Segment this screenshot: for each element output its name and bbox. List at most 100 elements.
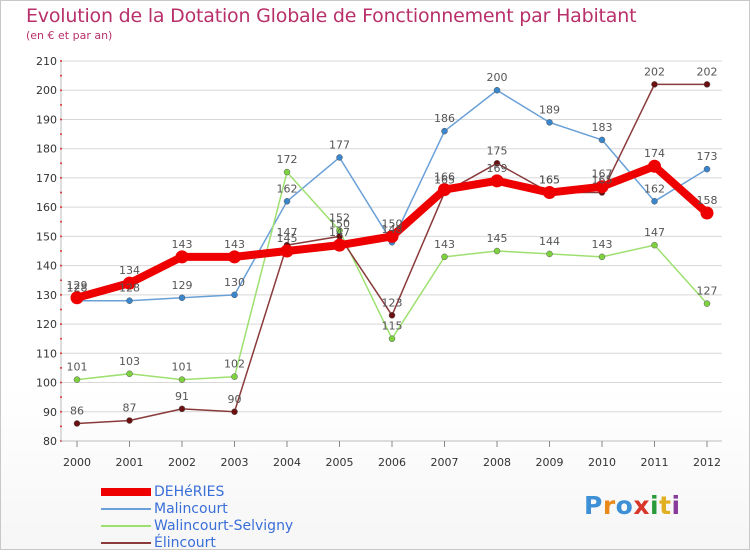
x-tick-label: 2011 [641,456,669,469]
data-label: 145 [487,232,508,245]
series-markers [70,81,714,427]
data-label: 152 [329,212,350,225]
data-label: 130 [224,276,245,289]
x-tick-label: 2012 [693,456,721,469]
y-axis-dot [60,176,62,179]
line-chart: 8090100110120130140150160170180190200210… [36,55,722,469]
series-line-walincourt-selvigny [76,171,708,381]
axes: 8090100110120130140150160170180190200210… [36,55,722,469]
data-label: 147 [644,226,665,239]
y-tick-label: 120 [36,318,57,331]
logo-letter: i [671,491,681,520]
data-label: 162 [277,182,298,195]
data-point [73,376,81,383]
y-axis-dot [60,162,62,165]
data-point [493,86,501,94]
series-line-malincourt [76,89,708,302]
data-point [280,244,294,258]
data-label: 147 [329,226,350,239]
data-label: 186 [434,112,455,125]
data-point [595,180,609,194]
x-tick-label: 2006 [378,456,406,469]
data-label: 177 [329,138,350,151]
data-point [385,229,399,243]
data-point [703,165,711,173]
data-label: 86 [70,404,84,417]
data-point [231,291,238,299]
y-axis-dot [60,308,62,311]
data-point [441,253,448,261]
data-label: 115 [382,320,403,333]
data-point [388,312,396,319]
data-point [126,417,133,424]
y-tick-label: 80 [43,435,57,448]
data-point [700,206,714,220]
data-label: 150 [382,217,403,230]
y-tick-label: 190 [36,113,57,126]
logo-letter: t [659,491,672,520]
data-point [126,370,133,378]
data-label: 143 [172,238,193,251]
logo-letter: P [584,491,603,520]
y-axis-dot [60,264,62,267]
legend-swatch-elincourt [101,542,151,544]
logo-letter: r [602,491,616,520]
data-point [651,81,658,88]
legend-label-walincourt-selvigny: Walincourt-Selvigny [154,518,294,534]
data-label: 165 [592,174,613,187]
x-tick-label: 2001 [116,456,144,469]
data-label: 183 [592,121,613,134]
legend-label-deheries: DEHéRIES [154,484,225,500]
grid [61,60,722,442]
chart-title: Evolution de la Dotation Globale de Fonc… [26,5,637,27]
data-point [598,253,606,261]
y-axis-dot [60,337,62,340]
data-label: 129 [67,279,88,292]
logo-letter: o [615,491,634,520]
y-tick-label: 160 [36,201,57,214]
data-point [546,119,553,126]
data-point [283,168,291,176]
data-label: 162 [644,182,665,195]
data-point [178,405,186,413]
y-axis-dot [60,366,62,369]
data-point [336,154,343,161]
data-label: 101 [67,361,88,374]
legend-label-elincourt: Élincourt [154,535,216,551]
y-axis-dot [60,396,62,399]
y-tick-label: 140 [36,260,57,273]
data-label: 87 [123,402,137,415]
series-labels: 128 128 129 1301621771481862001891831621731… [67,65,718,417]
legend-label-malincourt: Malincourt [154,501,228,517]
y-tick-label: 200 [36,84,57,97]
data-point [231,408,238,416]
data-point [441,127,448,135]
y-axis-dot [60,235,62,238]
data-point [73,420,81,427]
data-label: 158 [697,194,718,207]
y-axis-dot [60,250,62,252]
data-label: 91 [175,390,189,403]
data-label: 200 [487,71,508,84]
x-tick-label: 2002 [168,456,196,469]
data-point [703,81,711,88]
data-label: 143 [224,238,245,251]
x-tick-label: 2005 [326,456,354,469]
data-point [651,241,658,249]
x-tick-label: 2000 [63,456,91,469]
legend-swatch-malincourt [101,508,151,510]
y-axis-dot [60,279,62,282]
y-axis-dot [60,381,62,384]
data-label: 150 [329,217,350,230]
y-tick-label: 100 [36,377,57,390]
data-label: 102 [224,358,245,371]
data-point [490,174,504,188]
logo-letter: i [650,491,660,520]
data-label: 148 [382,223,403,236]
data-label: 165 [434,174,455,187]
x-tick-label: 2003 [221,456,249,469]
data-label: 172 [277,153,298,166]
data-point [388,335,396,342]
x-tick-label: 2007 [431,456,459,469]
data-label: 167 [592,168,613,181]
